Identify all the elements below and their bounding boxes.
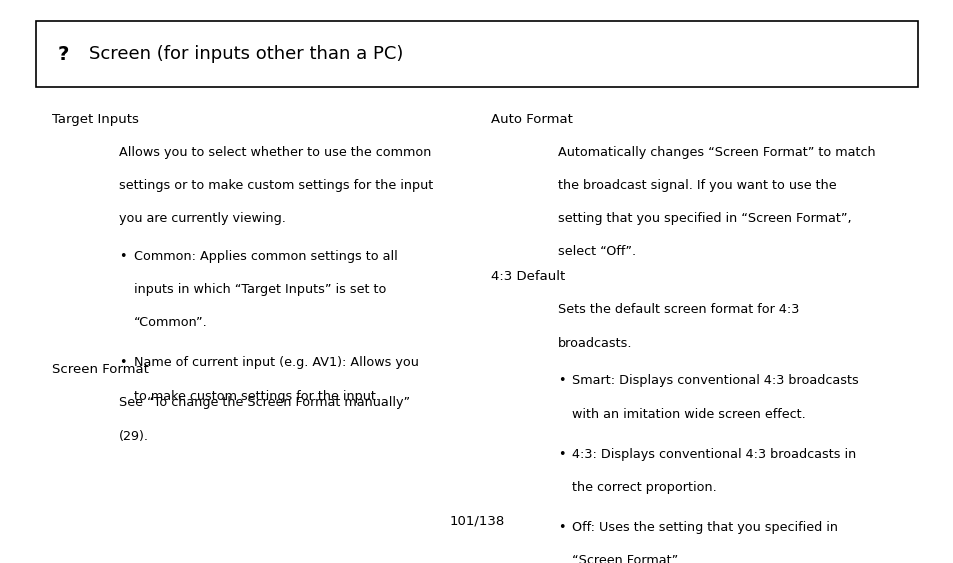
Text: “Common”.: “Common”. — [133, 316, 207, 329]
Text: the broadcast signal. If you want to use the: the broadcast signal. If you want to use… — [558, 179, 836, 192]
Text: “Screen Format”.: “Screen Format”. — [572, 554, 682, 563]
Text: Smart: Displays conventional 4:3 broadcasts: Smart: Displays conventional 4:3 broadca… — [572, 374, 859, 387]
Text: (29).: (29). — [119, 430, 149, 443]
Text: with an imitation wide screen effect.: with an imitation wide screen effect. — [572, 408, 805, 421]
Text: you are currently viewing.: you are currently viewing. — [119, 212, 286, 225]
Text: ?: ? — [57, 44, 69, 64]
Text: •: • — [558, 521, 565, 534]
Text: •: • — [119, 250, 127, 263]
Text: Screen (for inputs other than a PC): Screen (for inputs other than a PC) — [89, 45, 403, 63]
Text: Screen Format: Screen Format — [52, 363, 150, 376]
Text: the correct proportion.: the correct proportion. — [572, 481, 717, 494]
Text: Automatically changes “Screen Format” to match: Automatically changes “Screen Format” to… — [558, 146, 875, 159]
Text: inputs in which “Target Inputs” is set to: inputs in which “Target Inputs” is set t… — [133, 283, 386, 296]
Text: Auto Format: Auto Format — [491, 113, 573, 126]
Text: •: • — [119, 356, 127, 369]
Text: to make custom settings for the input.: to make custom settings for the input. — [133, 390, 379, 403]
Text: Common: Applies common settings to all: Common: Applies common settings to all — [133, 250, 396, 263]
Text: •: • — [558, 448, 565, 461]
Text: 4:3 Default: 4:3 Default — [491, 270, 565, 283]
Text: See “To change the Screen Format manually”: See “To change the Screen Format manuall… — [119, 396, 410, 409]
Text: setting that you specified in “Screen Format”,: setting that you specified in “Screen Fo… — [558, 212, 851, 225]
Text: settings or to make custom settings for the input: settings or to make custom settings for … — [119, 179, 433, 192]
Text: select “Off”.: select “Off”. — [558, 245, 636, 258]
Text: broadcasts.: broadcasts. — [558, 337, 632, 350]
Text: Name of current input (e.g. AV1): Allows you: Name of current input (e.g. AV1): Allows… — [133, 356, 418, 369]
Text: 101/138: 101/138 — [449, 514, 504, 528]
Text: •: • — [558, 374, 565, 387]
Text: Target Inputs: Target Inputs — [52, 113, 139, 126]
Text: Off: Uses the setting that you specified in: Off: Uses the setting that you specified… — [572, 521, 838, 534]
Bar — [36, 21, 917, 87]
Text: Sets the default screen format for 4:3: Sets the default screen format for 4:3 — [558, 303, 799, 316]
Text: Allows you to select whether to use the common: Allows you to select whether to use the … — [119, 146, 431, 159]
Text: 4:3: Displays conventional 4:3 broadcasts in: 4:3: Displays conventional 4:3 broadcast… — [572, 448, 856, 461]
